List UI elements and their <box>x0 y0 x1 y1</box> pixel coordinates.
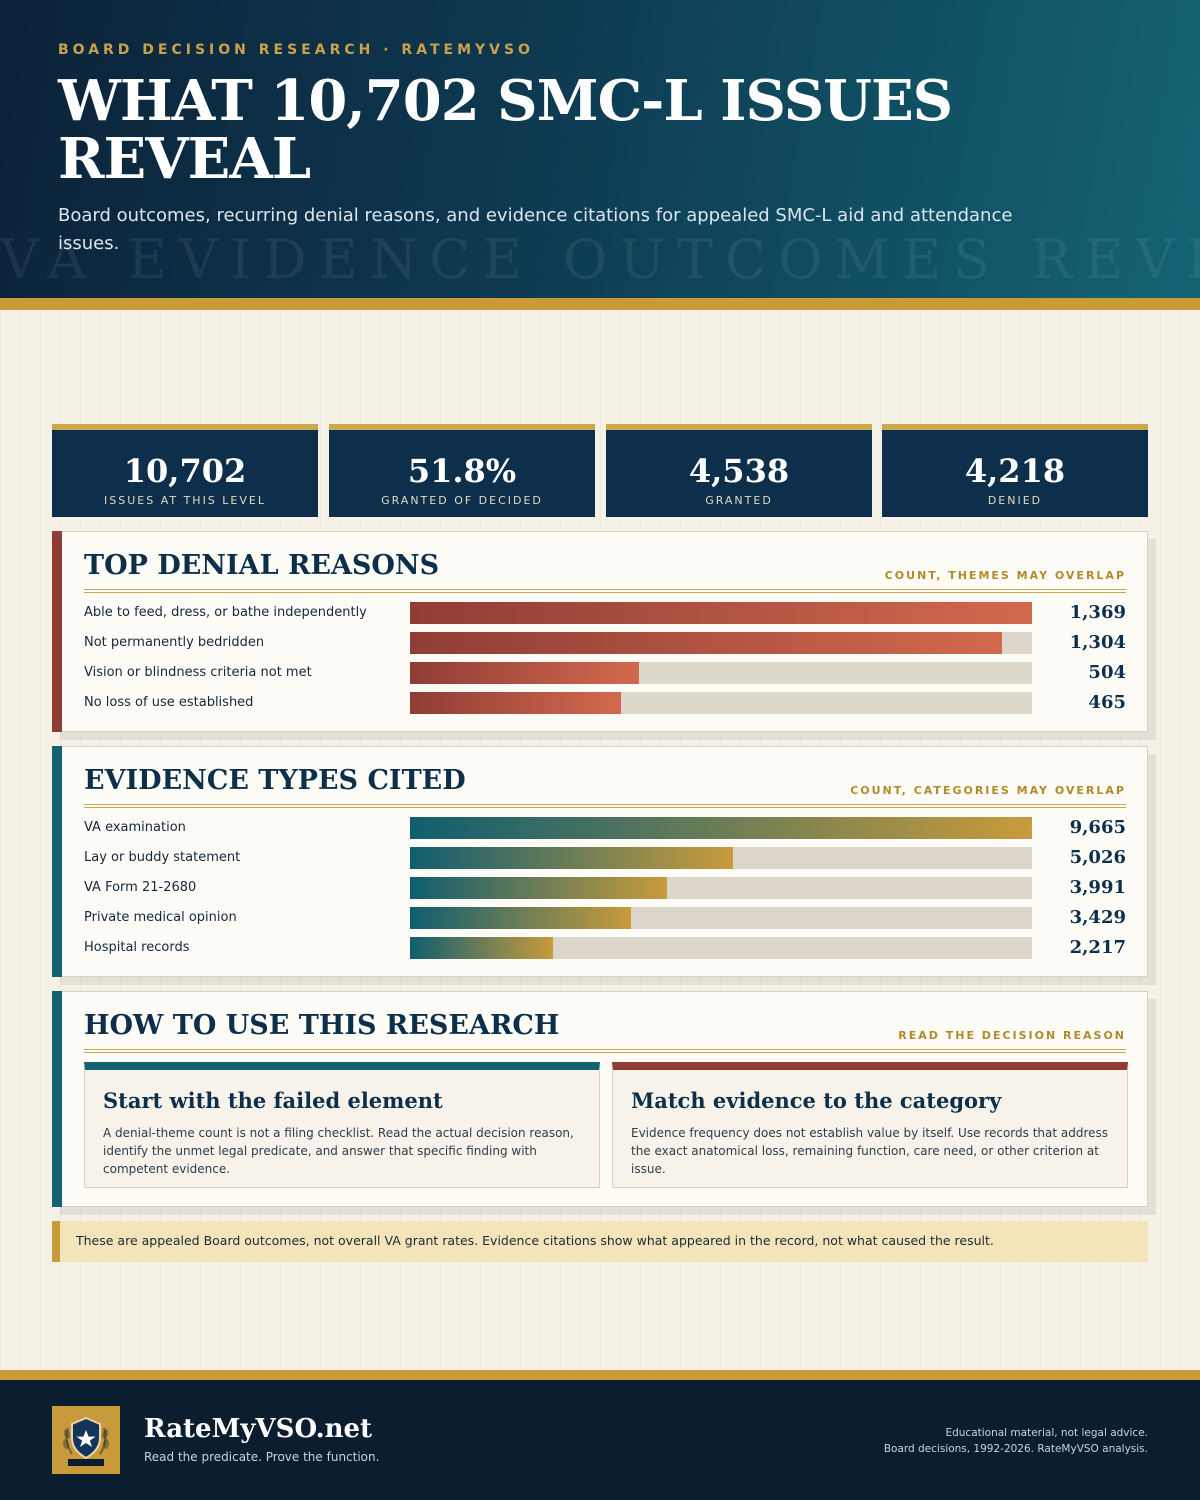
footer: RateMyVSO.net Read the predicate. Prove … <box>0 1380 1200 1500</box>
bar-value-label: 1,304 <box>1069 632 1126 653</box>
disclaimer-line: Educational material, not legal advice. <box>945 1427 1148 1439</box>
bar <box>410 877 667 899</box>
bar-value-label: 3,991 <box>1069 877 1126 898</box>
bar-row: Not permanently bedridden 1,304 <box>84 632 1126 654</box>
bar <box>410 602 1032 624</box>
stat-issues: 10,702 ISSUES AT THIS LEVEL <box>52 424 318 517</box>
panel-accent-bar <box>52 531 62 732</box>
howto-card-failed-element: Start with the failed element A denial-t… <box>84 1062 600 1188</box>
bar-value-label: 5,026 <box>1069 847 1126 868</box>
bar-row: Vision or blindness criteria not met 504 <box>84 662 1126 684</box>
evidence-types-panel: EVIDENCE TYPES CITED COUNT, CATEGORIES M… <box>52 746 1148 977</box>
bar-category-label: Vision or blindness criteria not met <box>84 665 312 680</box>
stat-label: DENIED <box>987 494 1043 507</box>
panel-rule <box>84 1049 1126 1053</box>
bar-row: VA Form 21-2680 3,991 <box>84 877 1126 899</box>
bar-category-label: Able to feed, dress, or bathe independen… <box>84 605 367 620</box>
panel-rule <box>84 804 1126 808</box>
stat-value: 4,538 <box>688 452 790 490</box>
stat-value: 51.8% <box>407 452 517 490</box>
disclaimer-line: Board decisions, 1992-2026. RateMyVSO an… <box>883 1443 1148 1455</box>
footer-gold-band <box>0 1370 1200 1380</box>
star-shield-laurel-icon <box>52 1406 120 1474</box>
bar-category-label: No loss of use established <box>84 695 254 710</box>
panel-rule <box>84 589 1126 593</box>
card-body: Evidence frequency does not establish va… <box>631 1126 1109 1176</box>
footer-brand: RateMyVSO.net <box>144 1414 373 1444</box>
caveat-notice: These are appealed Board outcomes, not o… <box>52 1221 1148 1262</box>
bar-row: Lay or buddy statement 5,026 <box>84 847 1126 869</box>
evidence-panel-note: COUNT, CATEGORIES MAY OVERLAP <box>850 784 1126 797</box>
footer-tagline: Read the predicate. Prove the function. <box>144 1450 380 1464</box>
bar-value-label: 504 <box>1088 662 1126 683</box>
denial-panel-title: TOP DENIAL REASONS <box>84 550 440 581</box>
bar-category-label: VA Form 21-2680 <box>84 880 197 895</box>
panel-accent-bar <box>52 746 62 977</box>
bar-row: VA examination 9,665 <box>84 817 1126 839</box>
bar-track <box>410 847 1032 869</box>
header-watermark: VA EVIDENCE OUTCOMES REVIEW <box>0 228 1200 291</box>
bar-value-label: 3,429 <box>1069 907 1126 928</box>
stat-grant-rate: 51.8% GRANTED OF DECIDED <box>329 424 595 517</box>
bar <box>410 937 553 959</box>
bar-track <box>410 602 1032 624</box>
caveat-text: These are appealed Board outcomes, not o… <box>76 1233 994 1248</box>
bar <box>410 907 631 929</box>
bar-value-label: 1,369 <box>1069 602 1126 623</box>
stat-label: GRANTED <box>705 494 773 507</box>
page-title: WHAT 10,702 SMC-L ISSUES REVEAL <box>58 68 953 192</box>
stat-label: ISSUES AT THIS LEVEL <box>104 494 266 507</box>
bar-category-label: VA examination <box>84 820 186 835</box>
bar <box>410 662 639 684</box>
card-title: Match evidence to the category <box>631 1088 1002 1113</box>
howto-card-match-evidence: Match evidence to the category Evidence … <box>612 1062 1128 1188</box>
card-body: A denial-theme count is not a filing che… <box>103 1126 574 1176</box>
bar-category-label: Hospital records <box>84 940 190 955</box>
header-eyebrow: BOARD DECISION RESEARCH · RATEMYVSO <box>58 42 534 58</box>
bar-category-label: Not permanently bedridden <box>84 635 265 650</box>
denial-panel-note: COUNT, THEMES MAY OVERLAP <box>884 569 1126 582</box>
bar-row: Private medical opinion 3,429 <box>84 907 1126 929</box>
howto-panel-note: READ THE DECISION REASON <box>898 1029 1126 1042</box>
bar-row: No loss of use established 465 <box>84 692 1126 714</box>
header-gold-band <box>0 298 1200 310</box>
stat-value: 10,702 <box>123 452 247 490</box>
bar-track <box>410 877 1032 899</box>
bar-row: Able to feed, dress, or bathe independen… <box>84 602 1126 624</box>
bar-track <box>410 907 1032 929</box>
stats-row: 10,702 ISSUES AT THIS LEVEL 51.8% GRANTE… <box>52 424 1148 517</box>
howto-panel: HOW TO USE THIS RESEARCH READ THE DECISI… <box>52 991 1148 1207</box>
bar-row: Hospital records 2,217 <box>84 937 1126 959</box>
bar-value-label: 9,665 <box>1069 817 1126 838</box>
panel-accent-bar <box>52 991 62 1207</box>
footer-disclaimer: Educational material, not legal advice. … <box>884 1425 1148 1457</box>
denial-reasons-panel: TOP DENIAL REASONS COUNT, THEMES MAY OVE… <box>52 531 1148 732</box>
bar-category-label: Lay or buddy statement <box>84 850 241 865</box>
bar-value-label: 465 <box>1088 692 1126 713</box>
bar <box>410 692 622 714</box>
bar-value-label: 2,217 <box>1069 937 1126 958</box>
bar <box>410 817 1032 839</box>
stat-value: 4,218 <box>964 452 1066 490</box>
evidence-panel-title: EVIDENCE TYPES CITED <box>84 765 466 796</box>
bar-track <box>410 632 1032 654</box>
bar-track <box>410 692 1032 714</box>
bar-category-label: Private medical opinion <box>84 910 237 925</box>
bar-track <box>410 662 1032 684</box>
stat-denied: 4,218 DENIED <box>882 424 1148 517</box>
card-title: Start with the failed element <box>103 1088 443 1113</box>
bar <box>410 847 734 869</box>
stat-granted: 4,538 GRANTED <box>606 424 872 517</box>
bar-track <box>410 817 1032 839</box>
header-banner: VA EVIDENCE OUTCOMES REVIEW BOARD DECISI… <box>0 0 1200 298</box>
bar <box>410 632 1003 654</box>
bar-track <box>410 937 1032 959</box>
howto-panel-title: HOW TO USE THIS RESEARCH <box>84 1010 560 1041</box>
stat-label: GRANTED OF DECIDED <box>381 494 543 507</box>
page-subtitle: Board outcomes, recurring denial reasons… <box>58 205 1013 254</box>
